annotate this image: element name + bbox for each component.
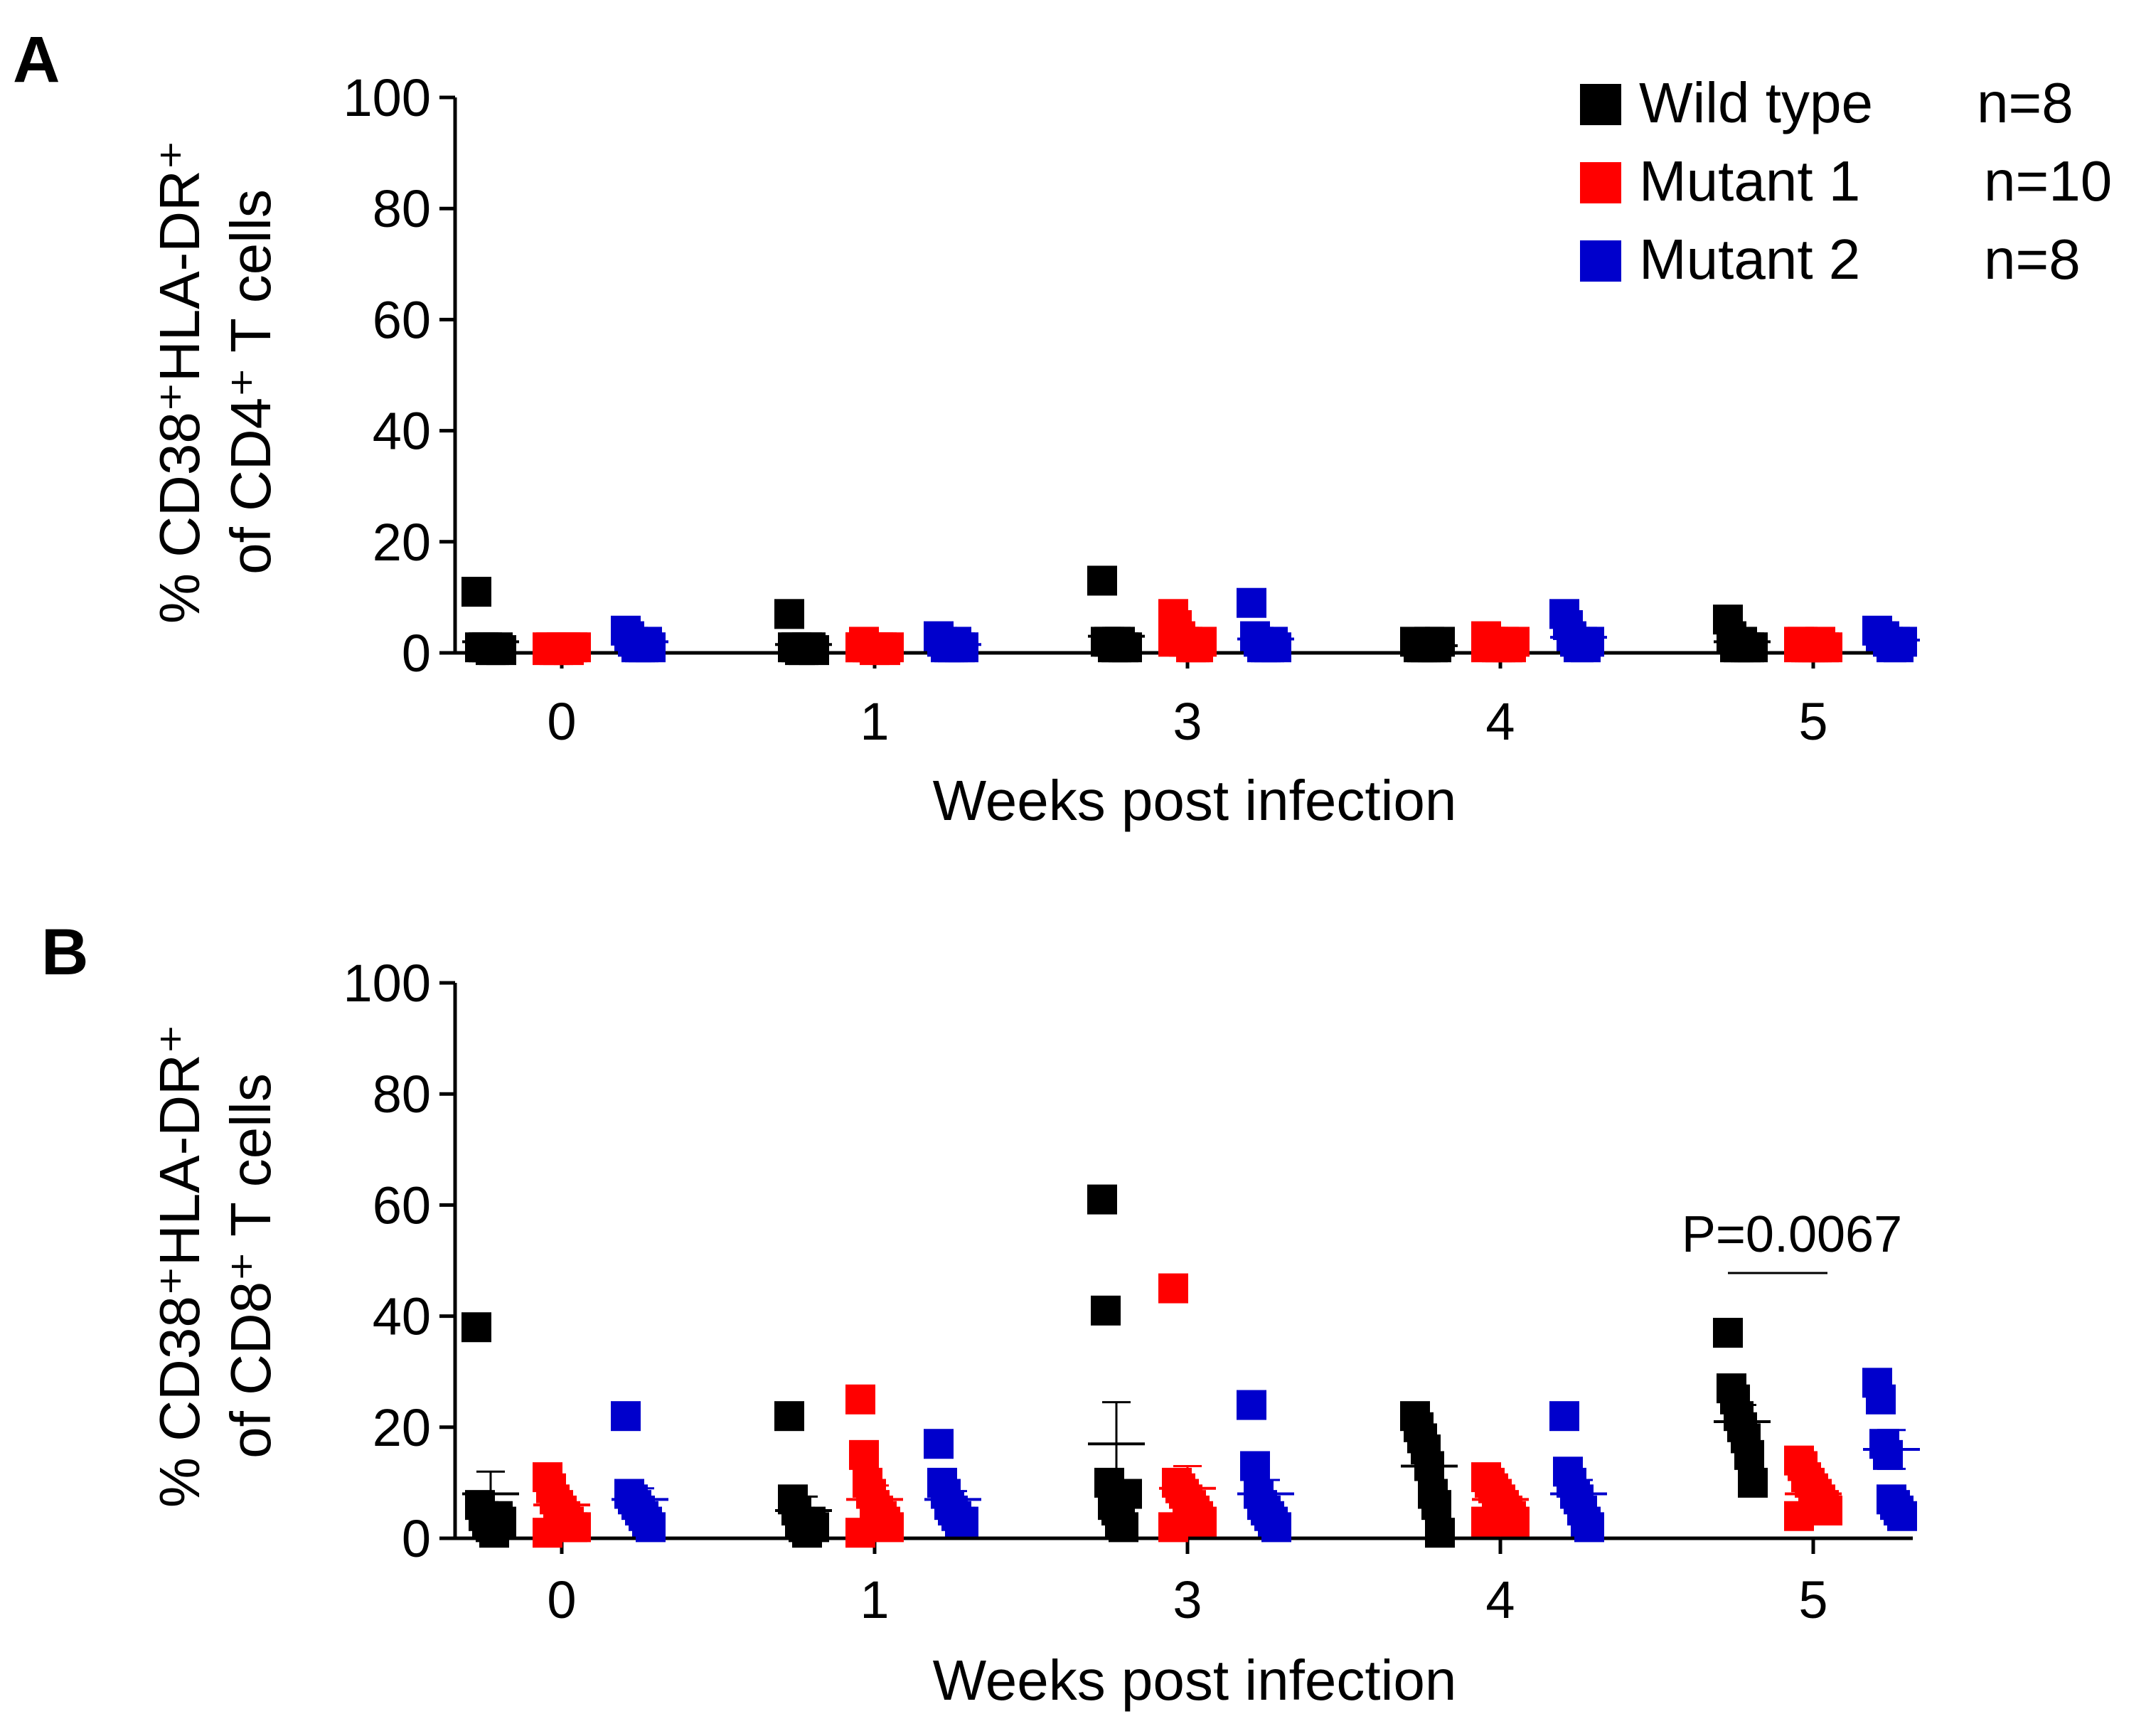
data-point-mutant-1 <box>1784 1501 1814 1531</box>
data-point-mutant-2 <box>1237 1390 1266 1420</box>
x-axis-title: Weeks post infection <box>933 1649 1457 1712</box>
legend-n-mutant-1: n=10 <box>1984 149 2112 213</box>
y-tick-label: 40 <box>373 402 431 461</box>
y-axis-title: % CD38⁺HLA-DR⁺ of CD4⁺ T cells <box>148 140 282 624</box>
y-tick-label: 60 <box>373 290 431 349</box>
data-point-mutant-2 <box>1549 1401 1579 1432</box>
data-point-mutant-1 <box>1500 627 1530 657</box>
x-tick-label: 5 <box>1798 1570 1827 1629</box>
data-point-mutant-2 <box>1261 1512 1291 1543</box>
x-tick-label: 1 <box>860 1570 889 1629</box>
data-point-mutant-1 <box>849 1439 879 1470</box>
data-point-mutant-2 <box>636 1512 666 1543</box>
data-point-mutant-2 <box>1237 587 1266 618</box>
data-point-wild-type <box>1425 627 1455 657</box>
legend-n-wild-type: n=8 <box>1977 71 2073 134</box>
data-point-wild-type <box>1087 1184 1117 1215</box>
data-point-wild-type <box>461 577 491 607</box>
data-point-wild-type <box>774 1401 804 1432</box>
data-point-mutant-2 <box>949 1506 978 1537</box>
x-tick-label: 3 <box>1173 692 1202 751</box>
data-point-mutant-2 <box>1574 1512 1604 1543</box>
data-point-mutant-1 <box>845 1384 875 1415</box>
y-tick-label: 20 <box>373 513 431 572</box>
data-point-mutant-1 <box>1158 1273 1188 1304</box>
legend-swatch-wild-type <box>1580 84 1621 125</box>
data-point-mutant-2 <box>611 1401 641 1432</box>
legend-label-mutant-1: Mutant 1 <box>1639 149 1860 213</box>
legend: Wild type n=8 Mutant 1 n=10 Mutant 2 n=8 <box>1580 71 2112 291</box>
data-point-wild-type <box>1109 1512 1138 1543</box>
y-axis-title-line2: of CD8⁺ T cells <box>219 1073 282 1459</box>
data-point-mutant-1 <box>561 1512 591 1543</box>
data-point-wild-type <box>1421 1490 1451 1521</box>
y-tick-label: 60 <box>373 1176 431 1235</box>
data-point-mutant-1 <box>1187 1506 1217 1537</box>
data-point-mutant-1 <box>874 1512 904 1543</box>
y-tick-label: 80 <box>373 179 431 238</box>
data-point-mutant-2 <box>924 1429 954 1459</box>
data-point-mutant-2 <box>1887 1501 1917 1531</box>
data-point-mutant-2 <box>636 632 666 663</box>
y-tick-label: 0 <box>402 624 431 683</box>
data-point-mutant-1 <box>1813 1495 1842 1525</box>
y-axis-title-line1: % CD38⁺HLA-DR⁺ <box>148 1024 211 1508</box>
data-point-mutant-1 <box>1158 1512 1188 1543</box>
panel-label: B <box>41 916 88 989</box>
legend-label-mutant-2: Mutant 2 <box>1639 228 1860 291</box>
data-point-mutant-2 <box>1240 1451 1270 1481</box>
legend-swatch-mutant-1 <box>1580 162 1621 203</box>
legend-swatch-mutant-2 <box>1580 240 1621 282</box>
data-point-mutant-1 <box>533 1518 562 1548</box>
x-tick-label: 3 <box>1173 1570 1202 1629</box>
data-point-wild-type <box>461 1312 491 1343</box>
p-value-annotation: P=0.0067 <box>1682 1206 1902 1263</box>
data-point-wild-type <box>1734 1439 1764 1470</box>
data-point-mutant-1 <box>845 1518 875 1548</box>
y-axis-title: % CD38⁺HLA-DR⁺ of CD8⁺ T cells <box>148 1024 282 1508</box>
x-tick-label: 4 <box>1485 692 1515 751</box>
data-point-wild-type <box>1087 565 1117 596</box>
legend-n-mutant-2: n=8 <box>1984 228 2081 291</box>
y-axis-title-line2: of CD4⁺ T cells <box>219 189 282 575</box>
x-axis-title: Weeks post infection <box>933 769 1457 832</box>
data-point-mutant-2 <box>949 632 978 663</box>
y-tick-label: 100 <box>343 954 431 1013</box>
panel-a: A % CD38⁺HLA-DR⁺ of CD4⁺ T cells Weeks p… <box>13 23 1920 832</box>
y-tick-label: 0 <box>402 1509 431 1568</box>
data-point-wild-type <box>1738 632 1768 663</box>
y-tick-label: 40 <box>373 1287 431 1346</box>
data-point-wild-type <box>1425 1518 1455 1548</box>
data-point-wild-type <box>1738 1467 1768 1498</box>
data-point-mutant-1 <box>1471 632 1501 663</box>
y-tick-label: 80 <box>373 1065 431 1124</box>
data-point-wild-type <box>774 599 804 629</box>
data-point-wild-type <box>1091 1295 1121 1326</box>
panel-label: A <box>13 23 60 96</box>
x-tick-label: 1 <box>860 692 889 751</box>
data-point-mutant-2 <box>1873 1439 1903 1470</box>
legend-label-wild-type: Wild type <box>1639 71 1873 134</box>
panel-b: B % CD38⁺HLA-DR⁺ of CD8⁺ T cells Weeks p… <box>41 916 1920 1712</box>
data-point-mutant-2 <box>1866 1384 1896 1415</box>
x-tick-label: 0 <box>547 1570 576 1629</box>
data-point-mutant-1 <box>1500 1506 1530 1537</box>
x-tick-label: 4 <box>1485 1570 1515 1629</box>
y-tick-label: 100 <box>343 68 431 127</box>
x-tick-label: 5 <box>1798 692 1827 751</box>
y-axis-title-line1: % CD38⁺HLA-DR⁺ <box>148 140 211 624</box>
x-tick-label: 0 <box>547 692 576 751</box>
data-point-mutant-1 <box>1471 1506 1501 1537</box>
data-point-wild-type <box>1713 1318 1743 1348</box>
y-tick-label: 20 <box>373 1398 431 1457</box>
